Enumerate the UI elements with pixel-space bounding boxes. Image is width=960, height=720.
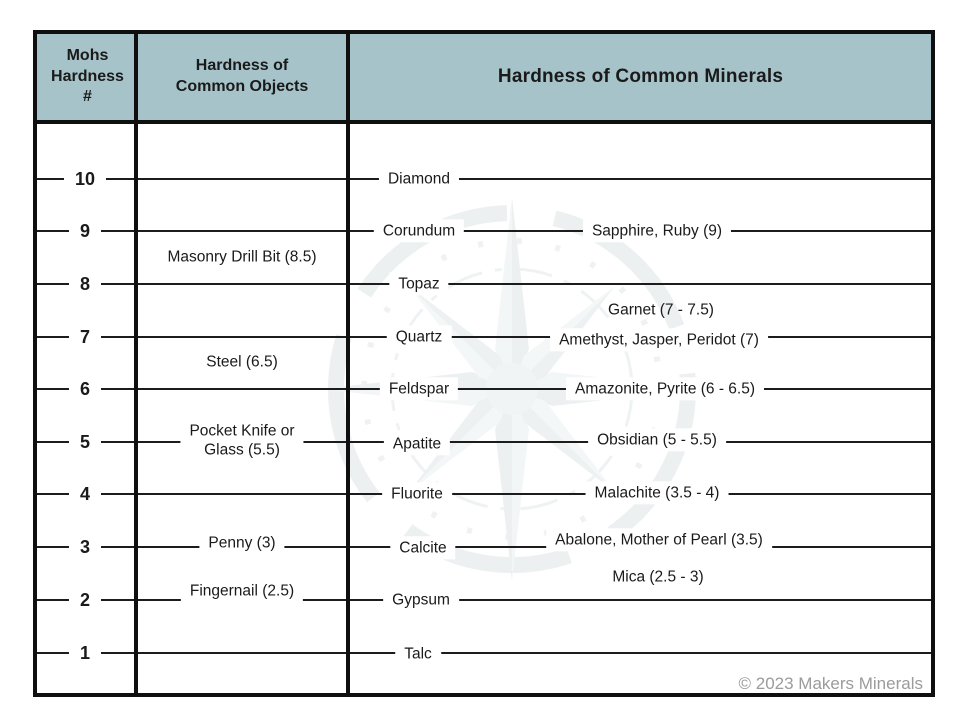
- mineral-label-talc: Talc: [395, 642, 441, 666]
- copyright-text: © 2023 Makers Minerals: [738, 674, 924, 693]
- level-line-9: [37, 230, 931, 232]
- gem-label-abalone-mother-of-pearl: Abalone, Mother of Pearl (3.5): [546, 528, 772, 552]
- hardness-number-5: 5: [68, 429, 102, 455]
- object-label-fingernail: Fingernail (2.5): [180, 579, 304, 603]
- object-label-masonry-drill-bit: Masonry Drill Bit (8.5): [167, 248, 317, 266]
- hardness-number-9: 9: [68, 218, 102, 244]
- mineral-label-diamond: Diamond: [378, 167, 460, 191]
- mineral-label-apatite: Apatite: [383, 432, 451, 456]
- object-label-penny: Penny (3): [199, 531, 285, 555]
- object-label-steel: Steel (6.5): [206, 353, 278, 371]
- gem-label-malachite: Malachite (3.5 - 4): [585, 481, 729, 505]
- level-line-8: [37, 283, 931, 285]
- hardness-number-7: 7: [68, 324, 102, 350]
- object-label-pocket-knife-glass: Pocket Knife or Glass (5.5): [180, 419, 304, 463]
- mineral-label-fluorite: Fluorite: [382, 482, 452, 506]
- hardness-number-3: 3: [68, 534, 102, 560]
- gem-label-amethyst-jasper-peridot: Amethyst, Jasper, Peridot (7): [550, 328, 768, 352]
- mineral-label-topaz: Topaz: [389, 272, 449, 296]
- hardness-number-1: 1: [68, 640, 102, 666]
- hardness-number-6: 6: [68, 376, 102, 402]
- level-line-3: [37, 546, 931, 548]
- level-line-10: [37, 178, 931, 180]
- header-mohs-hardness-number: Mohs Hardness #: [51, 46, 124, 106]
- hardness-number-10: 10: [63, 166, 107, 192]
- gem-label-mica: Mica (2.5 - 3): [612, 568, 704, 586]
- gem-label-obsidian: Obsidian (5 - 5.5): [588, 428, 726, 452]
- hardness-number-8: 8: [68, 271, 102, 297]
- gem-label-garnet: Garnet (7 - 7.5): [608, 301, 714, 319]
- mineral-label-feldspar: Feldspar: [379, 377, 459, 401]
- mineral-label-corundum: Corundum: [373, 219, 465, 243]
- level-line-2: [37, 599, 931, 601]
- hardness-number-4: 4: [68, 481, 102, 507]
- column-divider-1: [134, 34, 138, 693]
- header-hardness-common-minerals: Hardness of Common Minerals: [497, 65, 784, 87]
- column-divider-2: [346, 34, 350, 693]
- gem-label-amazonite-pyrite: Amazonite, Pyrite (6 - 6.5): [565, 377, 765, 401]
- level-line-1: [37, 652, 931, 654]
- level-line-4: [37, 493, 931, 495]
- level-line-5: [37, 441, 931, 443]
- mineral-label-gypsum: Gypsum: [383, 588, 459, 612]
- level-line-6: [37, 388, 931, 390]
- header-hardness-common-objects: Hardness of Common Objects: [175, 57, 309, 95]
- hardness-number-2: 2: [68, 587, 102, 613]
- mineral-label-quartz: Quartz: [386, 325, 452, 349]
- mohs-hardness-chart: 10 9 8 7 6 5 4 3 2 1 Masonry Drill Bit (…: [33, 30, 935, 697]
- level-line-7: [37, 336, 931, 338]
- mineral-label-calcite: Calcite: [390, 536, 456, 560]
- gem-label-sapphire-ruby: Sapphire, Ruby (9): [582, 219, 732, 243]
- table-header-row: Mohs Hardness # Hardness of Common Objec…: [37, 34, 931, 124]
